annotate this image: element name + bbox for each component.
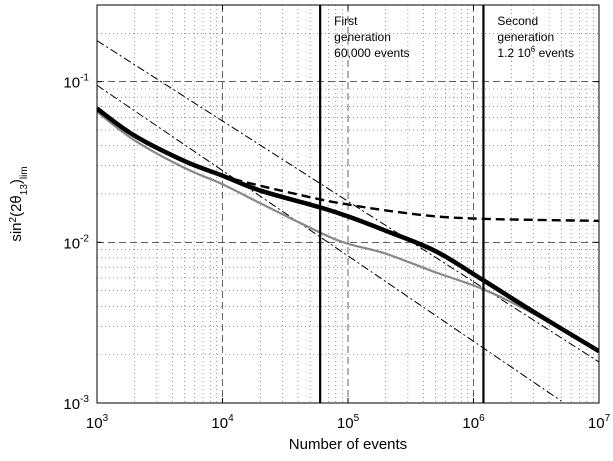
x-tick-label: 103 xyxy=(86,413,109,432)
vertical-markers xyxy=(319,5,485,403)
x-tick-label: 106 xyxy=(462,413,485,432)
series-line-gray xyxy=(97,110,599,353)
series-line-thick-black xyxy=(97,106,599,354)
y-tick-label: 10-3 xyxy=(63,394,89,413)
annotation-line: Second xyxy=(497,14,538,28)
series-line-dashdot-black xyxy=(97,40,599,363)
annotation-line: generation xyxy=(334,30,391,44)
annotation-line: 1.2 106 events xyxy=(497,45,574,60)
y-tick-label: 10-1 xyxy=(63,73,89,92)
x-tick-label: 107 xyxy=(588,413,611,432)
x-axis-label: Number of events xyxy=(289,436,407,453)
y-axis-label: sin2(2θ13)lim xyxy=(8,166,30,241)
annotations: First generation 60,000 events Second genera… xyxy=(334,14,574,60)
y-tick-label: 10-2 xyxy=(63,233,89,252)
annotation-line: 60,000 events xyxy=(334,46,409,60)
annotation-1: First generation 60,000 events xyxy=(334,14,409,60)
annotation-line: generation xyxy=(497,30,554,44)
ticks: 103 104 105 106 107 10-3 10-2 10-1 xyxy=(63,5,611,432)
x-tick-label: 104 xyxy=(211,413,234,432)
x-tick-label: 105 xyxy=(337,413,360,432)
annotation-line: First xyxy=(334,14,358,28)
